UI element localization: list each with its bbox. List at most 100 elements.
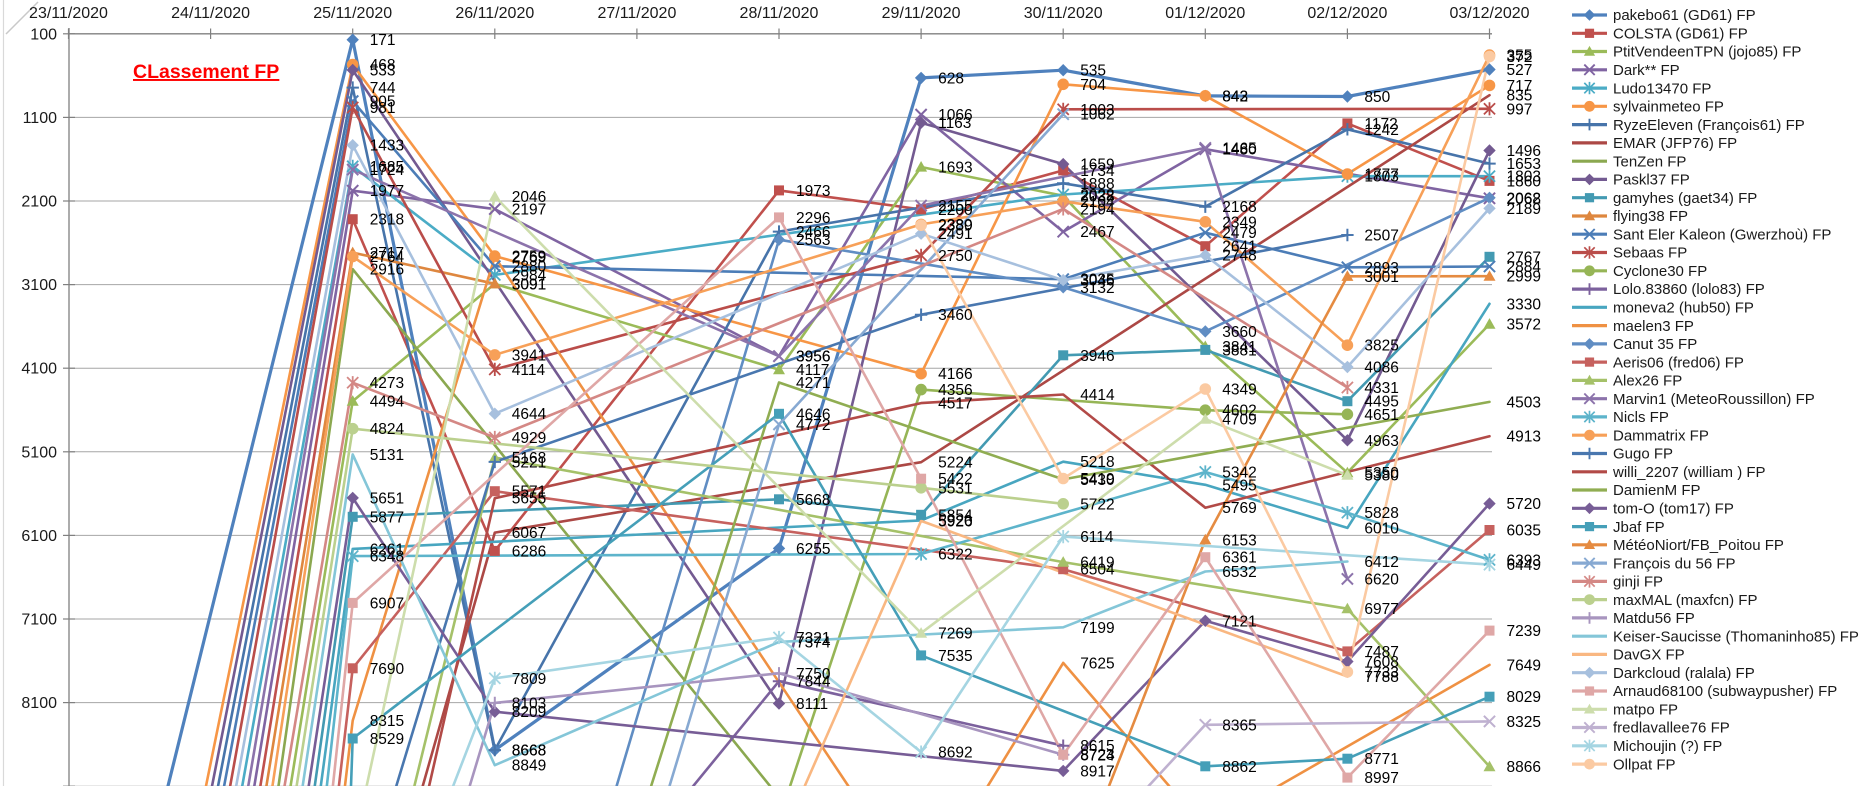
svg-text:628: 628 xyxy=(938,70,964,87)
svg-text:2380: 2380 xyxy=(938,217,973,234)
svg-text:7100: 7100 xyxy=(21,612,57,629)
svg-text:4646: 4646 xyxy=(796,406,830,423)
svg-text:6255: 6255 xyxy=(796,541,830,558)
svg-text:6261: 6261 xyxy=(370,541,404,558)
svg-text:Ludo13470 FP: Ludo13470 FP xyxy=(1613,80,1711,97)
svg-text:willi_2207 (william ) FP: willi_2207 (william ) FP xyxy=(1612,464,1766,481)
svg-text:6412: 6412 xyxy=(1364,554,1398,571)
svg-text:Alex26 FP: Alex26 FP xyxy=(1613,373,1682,390)
svg-text:3091: 3091 xyxy=(512,276,546,293)
svg-text:8997: 8997 xyxy=(1364,770,1398,786)
svg-text:5655: 5655 xyxy=(512,491,546,508)
svg-text:1496: 1496 xyxy=(1507,143,1541,160)
svg-text:30/11/2020: 30/11/2020 xyxy=(1024,5,1103,22)
svg-text:sylvainmeteo FP: sylvainmeteo FP xyxy=(1613,99,1724,116)
svg-text:3956: 3956 xyxy=(796,349,830,366)
svg-text:5877: 5877 xyxy=(370,509,404,526)
svg-text:2750: 2750 xyxy=(938,248,973,265)
svg-text:6153: 6153 xyxy=(1222,532,1256,549)
svg-text:3941: 3941 xyxy=(512,347,546,364)
svg-text:533: 533 xyxy=(370,63,396,80)
svg-text:8724: 8724 xyxy=(1080,747,1115,764)
svg-text:5168: 5168 xyxy=(512,450,546,467)
svg-text:3035: 3035 xyxy=(1080,272,1114,289)
svg-text:1777: 1777 xyxy=(1364,167,1398,184)
svg-text:7321: 7321 xyxy=(796,630,830,647)
svg-text:maxMAL (maxfcn) FP: maxMAL (maxfcn) FP xyxy=(1613,592,1757,609)
svg-text:5131: 5131 xyxy=(370,447,404,464)
svg-text:981: 981 xyxy=(370,100,396,117)
svg-text:26/11/2020: 26/11/2020 xyxy=(455,5,534,22)
svg-text:2155: 2155 xyxy=(938,198,972,215)
svg-text:Jbaf FP: Jbaf FP xyxy=(1613,519,1665,536)
svg-text:pakebo61 (GD61) FP: pakebo61 (GD61) FP xyxy=(1613,7,1756,24)
svg-text:02/12/2020: 02/12/2020 xyxy=(1307,5,1387,22)
svg-text:2046: 2046 xyxy=(512,189,546,206)
svg-text:7608: 7608 xyxy=(1364,654,1398,671)
svg-text:2296: 2296 xyxy=(796,210,830,227)
svg-text:Ollpat FP: Ollpat FP xyxy=(1613,756,1676,773)
svg-text:4086: 4086 xyxy=(1364,360,1398,377)
svg-text:DamienM FP: DamienM FP xyxy=(1613,482,1701,499)
svg-text:6504: 6504 xyxy=(1080,562,1115,579)
svg-text:372: 372 xyxy=(1507,49,1533,66)
svg-text:2759: 2759 xyxy=(512,249,546,266)
svg-text:4117: 4117 xyxy=(796,362,829,379)
svg-text:2767: 2767 xyxy=(1507,249,1541,266)
svg-text:2479: 2479 xyxy=(1222,225,1256,242)
svg-text:2984: 2984 xyxy=(512,267,547,284)
svg-text:3572: 3572 xyxy=(1507,317,1541,334)
svg-text:5100: 5100 xyxy=(21,444,57,461)
svg-text:3330: 3330 xyxy=(1507,296,1542,313)
svg-text:4709: 4709 xyxy=(1222,412,1256,429)
svg-text:3956: 3956 xyxy=(796,349,830,366)
svg-text:3100: 3100 xyxy=(21,277,57,294)
svg-text:6532: 6532 xyxy=(1222,564,1256,581)
svg-text:2893: 2893 xyxy=(1364,260,1398,277)
svg-text:Gugo FP: Gugo FP xyxy=(1613,446,1673,463)
svg-text:6067: 6067 xyxy=(512,525,546,542)
svg-text:997: 997 xyxy=(1507,101,1533,118)
svg-text:2197: 2197 xyxy=(512,202,546,219)
svg-text:2641: 2641 xyxy=(1222,239,1256,256)
svg-text:7239: 7239 xyxy=(1507,623,1541,640)
svg-text:4517: 4517 xyxy=(938,396,972,413)
svg-text:maelen3 FP: maelen3 FP xyxy=(1613,318,1694,335)
svg-text:2068: 2068 xyxy=(1507,191,1541,208)
svg-text:4414: 4414 xyxy=(1080,387,1115,404)
svg-text:8111: 8111 xyxy=(796,696,828,713)
svg-text:3841: 3841 xyxy=(1222,339,1256,356)
svg-text:100: 100 xyxy=(30,26,57,43)
svg-text:843: 843 xyxy=(1222,88,1248,105)
svg-text:5422: 5422 xyxy=(938,471,972,488)
svg-text:8849: 8849 xyxy=(512,758,546,775)
svg-text:4271: 4271 xyxy=(796,375,830,392)
svg-text:6010: 6010 xyxy=(1364,520,1399,537)
svg-text:1734: 1734 xyxy=(1080,163,1115,180)
svg-text:171: 171 xyxy=(370,32,396,49)
svg-text:1163: 1163 xyxy=(938,115,971,132)
svg-text:8917: 8917 xyxy=(1080,763,1114,780)
svg-text:7625: 7625 xyxy=(1080,655,1114,672)
svg-text:6100: 6100 xyxy=(21,528,57,545)
svg-text:4772: 4772 xyxy=(796,417,830,434)
svg-text:1100: 1100 xyxy=(23,110,58,127)
svg-text:2062: 2062 xyxy=(1507,190,1541,207)
svg-text:7733: 7733 xyxy=(1364,664,1398,681)
svg-text:5342: 5342 xyxy=(1222,465,1256,482)
svg-text:8029: 8029 xyxy=(1507,689,1541,706)
svg-text:717: 717 xyxy=(1507,78,1533,95)
svg-text:8866: 8866 xyxy=(1507,759,1541,776)
svg-text:1860: 1860 xyxy=(1507,173,1542,190)
svg-text:28/11/2020: 28/11/2020 xyxy=(740,5,819,22)
svg-text:3825: 3825 xyxy=(1364,338,1398,355)
svg-text:Canut 35 FP: Canut 35 FP xyxy=(1613,336,1697,353)
svg-text:4166: 4166 xyxy=(938,366,972,383)
svg-text:8315: 8315 xyxy=(370,713,404,730)
svg-text:4644: 4644 xyxy=(512,406,547,423)
svg-text:4495: 4495 xyxy=(1364,394,1398,411)
svg-text:8529: 8529 xyxy=(370,731,404,748)
svg-text:2507: 2507 xyxy=(1364,228,1398,245)
svg-text:Michoujin (?) FP: Michoujin (?) FP xyxy=(1613,738,1722,755)
svg-text:7121: 7121 xyxy=(1222,613,1256,630)
